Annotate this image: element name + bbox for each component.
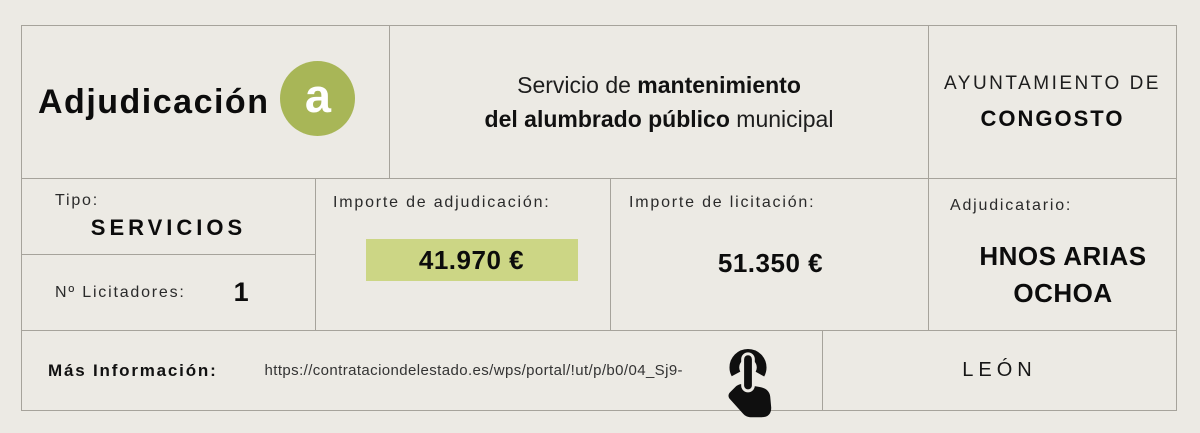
awardee-name: HNOS ARIAS OCHOA	[979, 241, 1147, 308]
more-info-cell: Más Información: https://contrataciondel…	[22, 331, 823, 418]
tender-amount-value: 51.350 €	[717, 248, 824, 278]
contract-type-cell: Tipo: SERVICIOS	[22, 179, 315, 255]
service-description-cell: Servicio de mantenimiento del alumbrado …	[390, 26, 929, 178]
details-row: Tipo: SERVICIOS Nº Licitadores: 1 Import…	[22, 179, 1176, 331]
header-row: Adjudicación a Servicio de mantenimiento…	[22, 26, 1176, 179]
entity-cell: AYUNTAMIENTO DE CONGOSTO	[929, 26, 1176, 178]
tap-gesture-icon	[720, 347, 776, 430]
more-info-label: Más Información:	[48, 360, 218, 380]
page-title: Adjudicación	[38, 82, 270, 121]
awardee-cell: Adjudicatario: HNOS ARIAS OCHOA	[929, 179, 1176, 330]
type-and-bidders-cell: Tipo: SERVICIOS Nº Licitadores: 1	[22, 179, 316, 330]
awardee-label: Adjudicatario:	[950, 197, 1073, 214]
tender-amount-cell: Importe de licitación: 51.350 €	[611, 179, 929, 330]
tender-amount-label: Importe de licitación:	[629, 194, 816, 211]
footer-row: Más Información: https://contrataciondel…	[22, 331, 1176, 418]
award-card: Adjudicación a Servicio de mantenimiento…	[21, 25, 1177, 418]
adjudicacion-badge-icon: a	[280, 60, 356, 136]
contract-type-label: Tipo:	[55, 192, 99, 209]
title-cell: Adjudicación a	[22, 26, 390, 178]
province-cell: LEÓN	[823, 331, 1176, 410]
bidders-cell: Nº Licitadores: 1	[22, 255, 315, 330]
entity-name: CONGOSTO	[980, 105, 1125, 131]
award-amount-highlight: 41.970 €	[365, 239, 578, 281]
service-line-1: Servicio de mantenimiento	[517, 72, 801, 98]
entity-type: AYUNTAMIENTO DE	[944, 72, 1161, 94]
badge-letter: a	[304, 68, 332, 122]
bidders-count: 1	[233, 277, 249, 307]
bidders-label: Nº Licitadores:	[55, 283, 186, 301]
contract-type-value: SERVICIOS	[90, 215, 247, 240]
service-line-2: del alumbrado público municipal	[484, 106, 834, 132]
province-name: LEÓN	[962, 359, 1037, 381]
award-amount-label: Importe de adjudicación:	[333, 194, 551, 211]
more-info-url[interactable]: https://contrataciondelestado.es/wps/por…	[264, 362, 683, 379]
award-amount-cell: Importe de adjudicación: 41.970 €	[316, 179, 611, 330]
award-amount-value: 41.970 €	[418, 244, 525, 275]
